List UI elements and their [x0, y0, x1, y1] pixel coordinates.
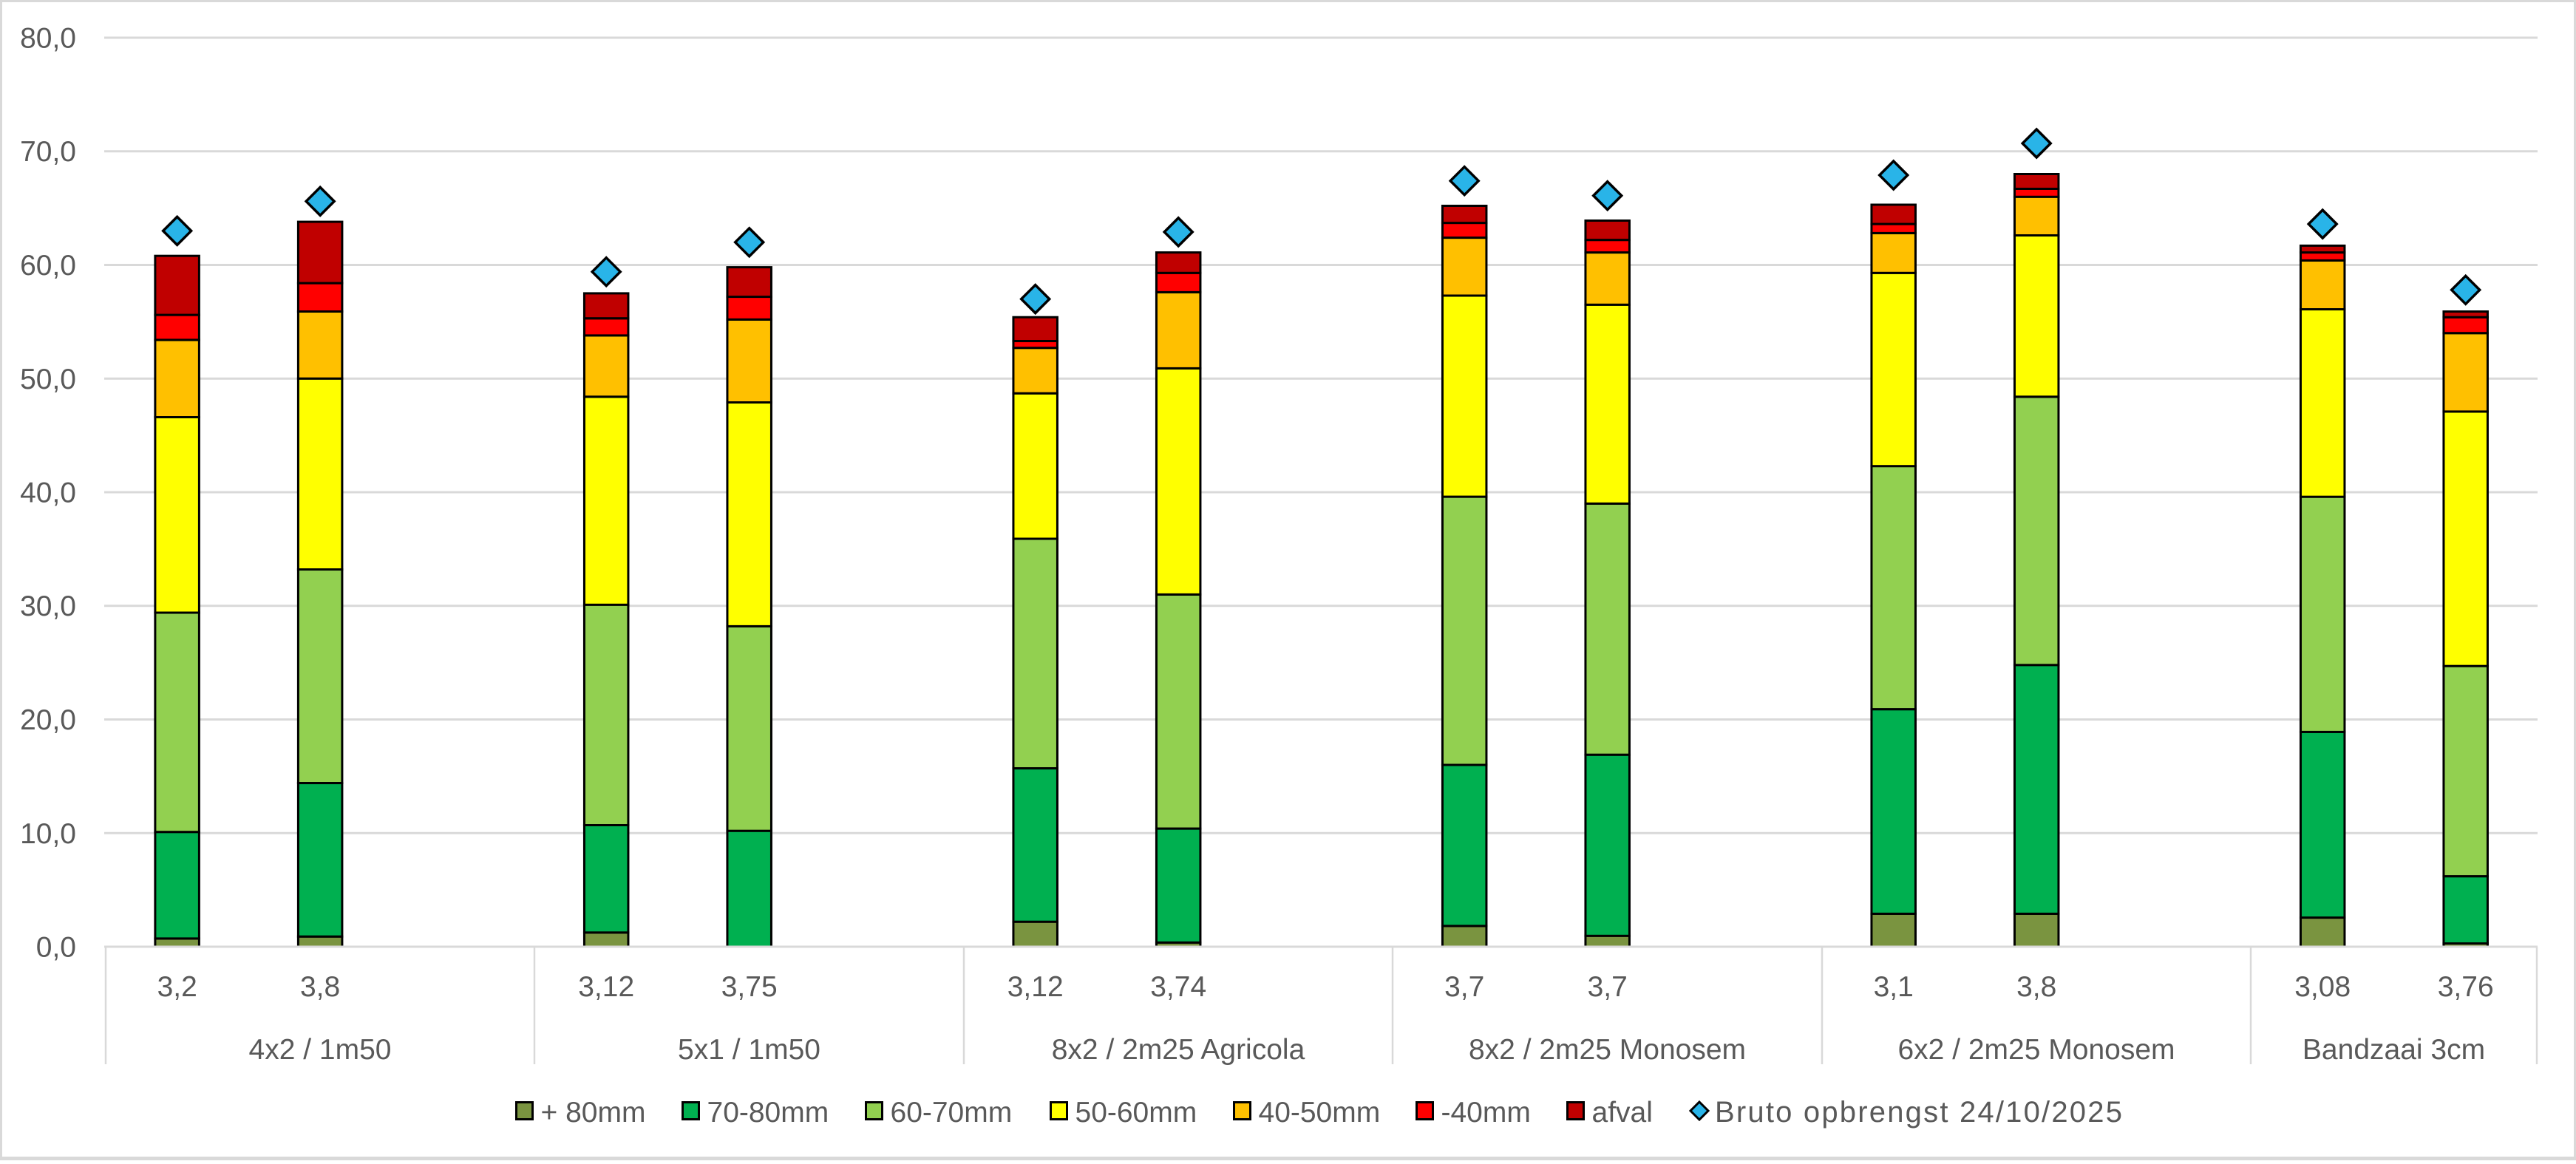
svg-text:4x2 / 1m50: 4x2 / 1m50: [249, 1034, 392, 1066]
svg-text:20,0: 20,0: [20, 704, 76, 736]
svg-text:8x2 / 2m25 Monosem: 8x2 / 2m25 Monosem: [1469, 1034, 1746, 1066]
svg-text:6x2 / 2m25 Monosem: 6x2 / 2m25 Monosem: [1897, 1034, 2175, 1066]
svg-text:3,7: 3,7: [1444, 971, 1484, 1003]
svg-text:3,12: 3,12: [1007, 971, 1064, 1003]
svg-text:50-60mm: 50-60mm: [1075, 1097, 1197, 1129]
svg-text:30,0: 30,0: [20, 590, 76, 622]
svg-text:40-50mm: 40-50mm: [1259, 1097, 1381, 1129]
svg-text:afval: afval: [1592, 1097, 1653, 1129]
svg-text:70-80mm: 70-80mm: [707, 1097, 829, 1129]
svg-text:3,7: 3,7: [1588, 971, 1628, 1003]
svg-text:-40mm: -40mm: [1441, 1097, 1531, 1129]
svg-text:3,2: 3,2: [157, 971, 197, 1003]
svg-text:0,0: 0,0: [36, 932, 76, 964]
svg-text:3,74: 3,74: [1150, 971, 1206, 1003]
svg-text:+ 80mm: + 80mm: [541, 1097, 646, 1129]
svg-text:60-70mm: 60-70mm: [891, 1097, 1013, 1129]
svg-text:3,75: 3,75: [721, 971, 778, 1003]
svg-text:8x2 / 2m25 Agricola: 8x2 / 2m25 Agricola: [1052, 1034, 1305, 1066]
svg-text:5x1 / 1m50: 5x1 / 1m50: [678, 1034, 820, 1066]
svg-text:40,0: 40,0: [20, 477, 76, 509]
svg-text:10,0: 10,0: [20, 818, 76, 850]
svg-text:3,8: 3,8: [300, 971, 340, 1003]
svg-text:80,0: 80,0: [20, 23, 76, 55]
svg-text:60,0: 60,0: [20, 250, 76, 282]
svg-text:50,0: 50,0: [20, 364, 76, 395]
svg-text:70,0: 70,0: [20, 136, 76, 168]
svg-text:3,8: 3,8: [2016, 971, 2056, 1003]
svg-text:3,1: 3,1: [1874, 971, 1914, 1003]
svg-text:Bruto opbrengst 24/10/2025: Bruto opbrengst 24/10/2025: [1715, 1096, 2124, 1129]
svg-text:3,12: 3,12: [578, 971, 634, 1003]
svg-text:3,76: 3,76: [2438, 971, 2494, 1003]
svg-text:3,08: 3,08: [2294, 971, 2351, 1003]
svg-text:Bandzaai 3cm: Bandzaai 3cm: [2303, 1034, 2485, 1066]
